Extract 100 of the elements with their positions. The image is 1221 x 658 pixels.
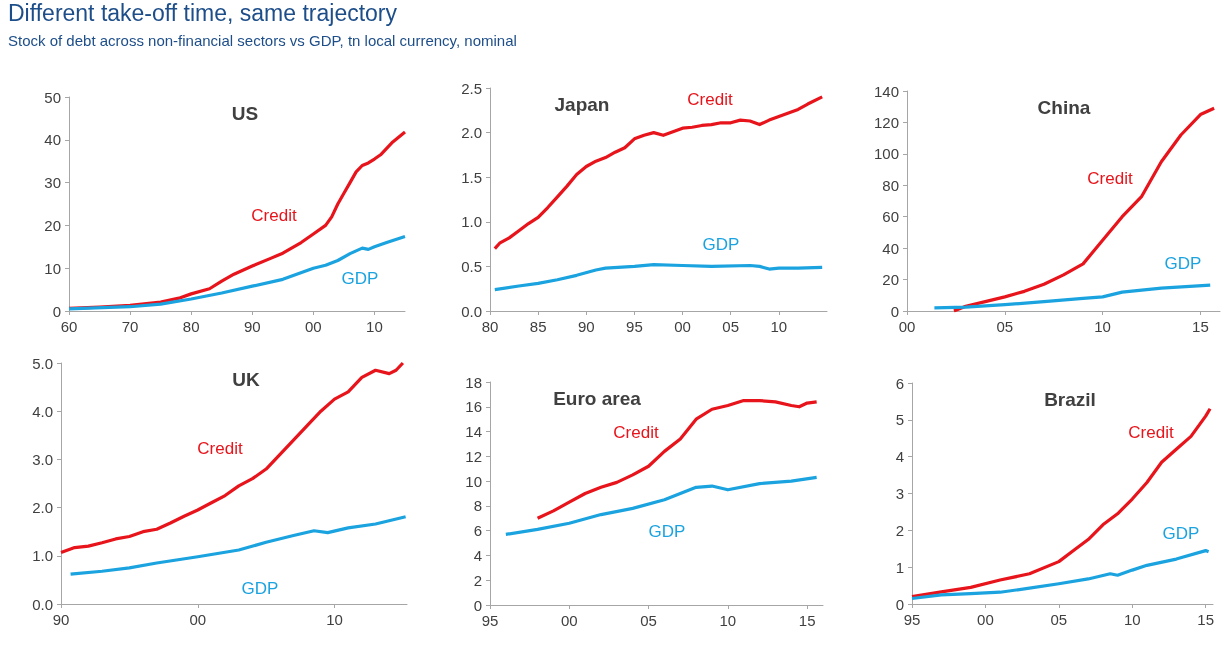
y-tick-label: 0.0 xyxy=(32,595,53,613)
y-tick-label: 5.0 xyxy=(32,354,53,372)
y-tick-label: 6 xyxy=(895,374,904,392)
y-tick-label: 40 xyxy=(882,239,899,257)
series-label: GDP xyxy=(1162,523,1200,543)
line-series xyxy=(910,407,1212,599)
y-tick-label: 2 xyxy=(473,571,482,589)
x-tick-label: 95 xyxy=(903,611,921,628)
y-tick-label: 4 xyxy=(895,448,904,466)
series-label: Credit xyxy=(197,438,243,458)
line-series xyxy=(68,515,408,576)
text: Different take-off time, same trajectory xyxy=(8,0,398,27)
y-tick-label: 6 xyxy=(473,522,482,540)
y-tick-label: 1.0 xyxy=(461,213,482,231)
y-tick-label: 12 xyxy=(465,447,482,465)
x-tick-label: 10 xyxy=(1094,318,1111,335)
x-tick-label: 00 xyxy=(674,318,691,335)
x-tick-label: 10 xyxy=(719,612,737,629)
y-tick-label: 14 xyxy=(465,423,482,441)
chart-title: US xyxy=(231,103,259,124)
chart-title: China xyxy=(1037,97,1091,118)
y-tick-label: 8 xyxy=(473,497,482,515)
y-tick-label: 40 xyxy=(44,131,61,149)
y-tick-label: 80 xyxy=(882,176,899,194)
chart-title: Euro area xyxy=(553,388,642,409)
y-tick-label: 30 xyxy=(44,174,61,192)
line-series xyxy=(504,475,819,536)
x-tick-label: 15 xyxy=(1197,611,1214,628)
x-tick-label: 90 xyxy=(52,611,70,628)
y-tick-label: 0 xyxy=(890,302,899,320)
y-tick-label: 16 xyxy=(465,398,482,416)
line-series xyxy=(493,95,824,251)
y-tick-label: 20 xyxy=(44,216,61,234)
y-tick-label: 100 xyxy=(873,145,899,163)
y-tick-label: 0 xyxy=(895,595,904,613)
x-tick-label: 10 xyxy=(326,611,343,628)
y-tick-label: 140 xyxy=(873,82,899,100)
y-tick-label: 2.0 xyxy=(32,499,53,517)
y-tick-label: 3 xyxy=(895,485,904,502)
x-tick-label: 00 xyxy=(898,318,916,335)
line-series xyxy=(493,263,824,292)
y-tick-label: 1.5 xyxy=(461,168,482,186)
series-label: GDP xyxy=(241,578,279,598)
line-series xyxy=(59,361,405,555)
y-tick-label: 3.0 xyxy=(32,450,53,468)
text: Stock of debt across non-financial sectors vs GDP, tn local currency, nominal xyxy=(8,32,517,49)
x-tick-label: 95 xyxy=(481,612,499,629)
x-tick-label: 05 xyxy=(722,318,740,335)
y-tick-label: 0.5 xyxy=(461,257,482,275)
x-tick-label: 05 xyxy=(996,318,1014,335)
x-tick-label: 90 xyxy=(577,318,595,335)
y-tick-label: 0 xyxy=(52,302,61,320)
x-tick-label: 00 xyxy=(305,318,322,335)
series-label: GDP xyxy=(1164,253,1202,273)
y-tick-label: 120 xyxy=(873,113,899,131)
chart-title: Japan xyxy=(554,94,610,115)
series-label: Credit xyxy=(687,89,733,109)
series-label: Credit xyxy=(1087,168,1133,188)
y-tick-label: 10 xyxy=(44,259,61,277)
chart-title: Brazil xyxy=(1044,389,1096,410)
y-tick-label: 1 xyxy=(895,558,904,576)
y-tick-label: 0 xyxy=(473,596,482,614)
chart-title: UK xyxy=(232,369,260,390)
y-tick-label: 4.0 xyxy=(32,402,53,420)
y-tick-label: 0.0 xyxy=(461,302,482,320)
x-tick-label: 00 xyxy=(977,611,994,628)
series-label: GDP xyxy=(702,234,740,254)
y-tick-label: 18 xyxy=(465,373,482,391)
x-tick-label: 15 xyxy=(1192,318,1209,335)
series-label: Credit xyxy=(1128,422,1174,442)
y-tick-label: 2 xyxy=(895,521,904,539)
y-tick-label: 5 xyxy=(895,411,904,429)
x-tick-label: 00 xyxy=(189,611,207,628)
line-series xyxy=(910,548,1211,601)
y-tick-label: 1.0 xyxy=(32,547,53,565)
x-tick-label: 10 xyxy=(366,318,383,335)
y-tick-label: 50 xyxy=(44,88,61,106)
x-tick-label: 00 xyxy=(560,612,578,629)
y-tick-label: 2.0 xyxy=(461,124,482,142)
x-tick-label: 90 xyxy=(243,318,261,335)
x-tick-label: 15 xyxy=(798,612,816,629)
x-tick-label: 85 xyxy=(529,318,547,335)
y-tick-label: 20 xyxy=(882,271,899,289)
x-tick-label: 60 xyxy=(60,318,78,335)
x-tick-label: 80 xyxy=(182,318,200,335)
line-series xyxy=(932,283,1212,310)
x-tick-label: 10 xyxy=(770,318,788,335)
series-label: GDP xyxy=(341,268,379,288)
x-tick-label: 10 xyxy=(1123,611,1141,628)
x-tick-label: 05 xyxy=(640,612,657,629)
y-tick-label: 60 xyxy=(882,208,899,226)
series-label: Credit xyxy=(613,422,659,442)
y-tick-label: 2.5 xyxy=(461,79,482,97)
x-tick-label: 95 xyxy=(626,318,643,335)
y-tick-label: 10 xyxy=(465,472,482,490)
x-tick-label: 05 xyxy=(1050,611,1068,628)
series-label: GDP xyxy=(648,521,686,541)
y-tick-label: 4 xyxy=(473,546,482,564)
x-tick-label: 70 xyxy=(121,318,139,335)
series-label: Credit xyxy=(251,205,297,225)
